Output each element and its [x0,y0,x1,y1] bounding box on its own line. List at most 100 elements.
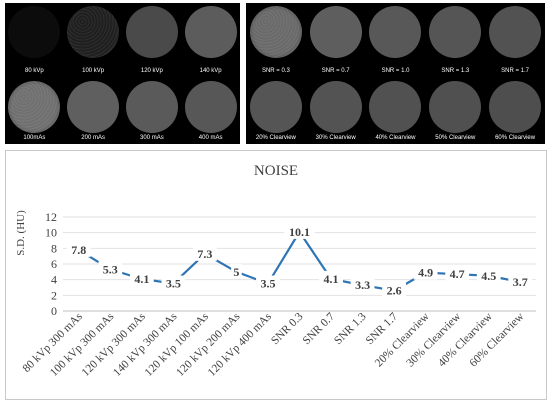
data-label: 3.3 [355,278,370,292]
phantom-label: 20% Clearview [255,135,296,141]
phantom-image: SNR = 1.3 [425,3,485,79]
data-label: 7.3 [197,247,212,261]
phantom-image: SNR = 0.7 [306,3,366,79]
phantom-disc [8,6,61,58]
phantom-label: SNR = 1.7 [501,68,530,74]
x-tick-label: 40% Clearview [436,310,495,369]
data-label: 5 [233,265,239,279]
x-tick-label: 60% Clearview [468,310,527,369]
clearview-panel: 20% Clearview 30% Clearview 40% Clearview 5… [246,78,545,144]
phantom-label: 80 kVp [25,68,44,74]
phantom-disc [369,81,422,133]
phantom-disc [67,81,120,133]
phantom-image: SNR = 0.3 [246,3,306,79]
phantom-disc [429,81,482,133]
chart-title: NOISE [254,163,298,179]
phantom-image: 300 mAs [123,78,182,144]
kvp-panel: 80 kVp 100 kVp 120 kVp 140 kVp [5,3,240,79]
phantom-disc [369,6,422,58]
y-tick-label: 8 [51,241,57,255]
x-tick-label: 30% Clearview [404,310,463,369]
data-label-bg [66,241,91,257]
phantom-label: 100 kVp [82,68,105,74]
phantom-label: 140 kVp [199,68,222,74]
data-label-bg [256,275,280,291]
phantom-disc [67,6,120,58]
data-label: 10.1 [289,225,310,239]
phantom-image: 40% Clearview [366,78,426,144]
phantom-label: 50% Clearview [435,135,476,141]
phantom-image: 200 mAs [64,78,123,144]
data-label: 3.5 [260,277,275,291]
phantom-label: SNR = 1.0 [381,68,410,74]
data-label-bg [129,270,154,286]
y-tick-label: 2 [51,288,57,302]
data-label-bg [508,274,533,290]
y-tick-label: 0 [51,304,57,318]
noise-series: 7.8 5.3 4.1 3.5 7.3 5 3.5 10.1 4.1 3.3 2.6 4.9 4.7 4.… [66,223,533,298]
snr-panel: SNR = 0.3 SNR = 0.7 SNR = 1.0 SNR = 1.3 SNR … [246,3,545,79]
y-tick-label: 4 [51,273,57,287]
phantom-image: 100 kVp [64,3,123,79]
phantom-image: 100mAs [5,78,64,144]
x-tick-label: 20% Clearview [373,310,432,369]
phantom-image: SNR = 1.0 [366,3,426,79]
phantom-disc [489,6,542,58]
x-tick-label: SNR 1.3 [332,310,369,347]
phantom-label: 100mAs [23,135,46,141]
phantom-image: 120 kVp [123,3,182,79]
x-tick-label: SNR 0.3 [269,310,306,347]
phantom-label: 30% Clearview [315,135,356,141]
phantom-label: 60% Clearview [495,135,536,141]
data-label: 4.1 [324,272,339,286]
phantom-disc [125,81,178,133]
y-axis-ticks: 0 24 6 810 12 [45,210,57,318]
phantom-image: 20% Clearview [246,78,306,144]
phantom-image: 140 kVp [181,3,240,79]
phantom-disc [184,81,237,133]
phantom-label: SNR = 0.3 [261,68,290,74]
y-tick-label: 10 [45,226,57,240]
y-tick-label: 6 [51,257,57,271]
data-label: 3.7 [513,275,528,289]
noise-chart: NOISE S.D. (HU) 0 2 4 6 8 10 12 80 kVp 300 mAs… [5,150,547,400]
data-label: 3.5 [166,277,181,291]
phantom-disc [309,6,362,58]
phantom-disc [489,81,542,133]
phantom-disc [184,6,237,58]
phantom-disc [125,6,178,58]
data-label-bg [231,263,242,279]
phantom-label: 120 kVp [140,68,163,74]
y-tick-label: 12 [45,210,57,224]
data-label: 2.6 [387,284,402,298]
phantom-label: 300 mAs [140,135,164,141]
y-axis-label: S.D. (HU) [15,210,27,256]
data-label-bg [476,267,501,283]
data-label-bg [284,223,315,239]
data-label: 7.8 [71,243,86,257]
phantom-disc [249,6,302,58]
phantom-label: 40% Clearview [375,135,416,141]
data-label-bg [445,266,470,282]
phantom-disc [249,81,302,133]
gridlines [63,216,536,312]
phantom-image: SNR = 1.7 [485,3,545,79]
data-label-bg [161,275,186,291]
data-label: 5.3 [103,262,118,276]
phantom-disc [8,81,61,133]
phantom-image: 50% Clearview [425,78,485,144]
data-label-bg [350,277,375,293]
data-label-bg [98,261,123,277]
data-label-bg [319,270,343,286]
phantom-image: 80 kVp [5,3,64,79]
phantom-image: 400 mAs [181,78,240,144]
phantom-label: SNR = 0.7 [321,68,350,74]
phantom-label: SNR = 1.3 [441,68,470,74]
data-label-bg [413,264,438,280]
data-label: 4.7 [450,267,465,281]
phantom-disc [429,6,482,58]
phantom-disc [309,81,362,133]
mas-panel: 100mAs 200 mAs 300 mAs 400 mAs [5,78,240,144]
phantom-label: 400 mAs [198,135,223,141]
